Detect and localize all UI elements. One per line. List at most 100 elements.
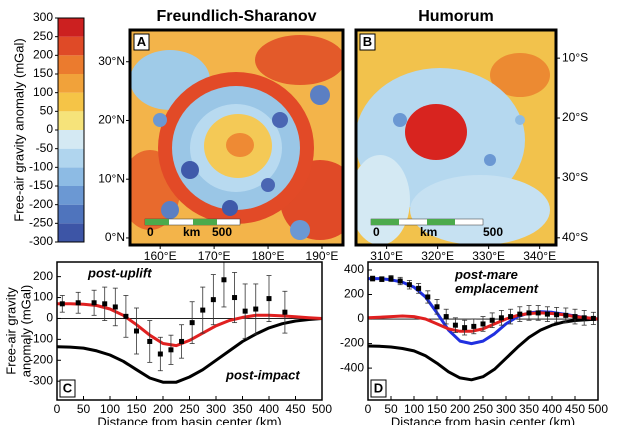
- data-point: [370, 276, 376, 282]
- series-label: post-mare emplacement: [454, 267, 539, 296]
- x-tick-label: 400: [542, 402, 562, 416]
- panel-label: C: [63, 380, 73, 395]
- data-point: [379, 276, 385, 282]
- color-bin: [58, 74, 84, 93]
- y-tick-label: -50: [36, 141, 54, 155]
- y-axis-label: Free-air gravity: [3, 287, 18, 375]
- data-point: [59, 301, 65, 307]
- panel-box: [133, 33, 150, 51]
- data-point: [406, 282, 412, 288]
- data-point: [590, 315, 596, 321]
- x-tick-label: 50: [384, 402, 398, 416]
- data-point: [443, 314, 449, 320]
- y-tick-label: 200: [33, 48, 53, 62]
- y-tick-label: 100: [33, 85, 53, 99]
- series-label: post-impact: [225, 367, 300, 382]
- panel-label: D: [374, 380, 383, 395]
- y-tick-label: 100: [33, 290, 53, 304]
- x-tick-label: 500: [588, 402, 608, 416]
- x-tick-label: 150: [427, 402, 447, 416]
- x-tick-label: 300: [496, 402, 516, 416]
- x-axis-label: Distance from basin center (km): [97, 414, 281, 425]
- panel-box: [370, 379, 387, 398]
- panel-label: A: [137, 34, 147, 49]
- color-bin: [58, 36, 84, 56]
- data-point: [75, 300, 81, 306]
- y-tick-label: -150: [29, 178, 53, 192]
- x-tick-label: 340°E: [523, 249, 556, 263]
- map-image-a: [130, 30, 343, 245]
- x-tick-label: 160°E: [144, 249, 177, 263]
- data-point: [397, 278, 403, 284]
- scale-label: 500: [483, 225, 503, 239]
- y-tick-label: -200: [29, 197, 53, 211]
- x-tick-label: 250: [179, 402, 199, 416]
- model-line: [57, 302, 322, 348]
- x-tick-label: 450: [565, 402, 585, 416]
- data-point: [489, 317, 495, 323]
- x-tick-label: 200: [450, 402, 470, 416]
- data-point: [221, 277, 227, 283]
- x-tick-label: 310°E: [370, 249, 403, 263]
- data-point: [563, 312, 569, 318]
- plot-area: [57, 262, 322, 384]
- plot-frame: [56, 261, 323, 401]
- data-point: [200, 307, 206, 313]
- y-tick-label: -200: [340, 336, 364, 350]
- y-tick-label: -200: [29, 352, 53, 366]
- map-title: Humorum: [418, 8, 494, 25]
- color-bin: [58, 223, 84, 242]
- x-tick-label: 50: [77, 402, 91, 416]
- map-frame: [354, 28, 558, 247]
- scale-label: km: [420, 225, 437, 239]
- y-tick-label: 150: [33, 66, 53, 80]
- data-point: [102, 301, 108, 307]
- y-tick-label: -100: [29, 160, 53, 174]
- data-point: [471, 323, 477, 329]
- x-tick-label: 100: [100, 402, 120, 416]
- panel-label: B: [363, 34, 372, 49]
- y-tick-label: -100: [29, 332, 53, 346]
- series-label: post-uplift: [87, 265, 152, 280]
- data-point: [535, 310, 541, 316]
- map-title: Freundlich-Sharanov: [156, 8, 316, 25]
- x-tick-label: 300: [206, 402, 226, 416]
- x-tick-label: 350: [232, 402, 252, 416]
- data-point: [388, 276, 394, 282]
- data-point: [266, 296, 272, 302]
- scale-bar: [144, 218, 484, 226]
- y-tick-label: 40°S: [562, 230, 588, 244]
- x-tick-label: 450: [285, 402, 305, 416]
- data-point: [480, 321, 486, 327]
- y-tick-label: 0: [357, 311, 364, 325]
- data-point: [210, 297, 216, 303]
- data-point: [526, 310, 532, 316]
- data-point: [253, 306, 259, 312]
- data-point: [147, 338, 153, 344]
- data-point: [434, 304, 440, 310]
- y-tick-label: -250: [29, 216, 53, 230]
- y-tick-label: 20°S: [562, 110, 588, 124]
- data-point: [452, 322, 458, 328]
- y-tick-label: -300: [29, 234, 53, 248]
- x-tick-label: 150: [126, 402, 146, 416]
- x-tick-label: 320°E: [421, 249, 454, 263]
- data-point: [232, 295, 238, 301]
- data-point: [282, 309, 288, 315]
- plot-frame: [367, 261, 599, 401]
- x-tick-label: 190°E: [306, 249, 339, 263]
- x-tick-label: 0: [54, 402, 61, 416]
- y-tick-label: 20°N: [98, 113, 125, 127]
- y-tick-label: 0°N: [105, 230, 125, 244]
- data-point: [168, 347, 174, 353]
- data-point: [157, 351, 163, 357]
- x-axis-label: Distance from basin center (km): [391, 414, 575, 425]
- x-tick-label: 400: [259, 402, 279, 416]
- data-point: [498, 315, 504, 321]
- data-point: [554, 312, 560, 318]
- y-tick-label: 30°N: [98, 54, 125, 68]
- color-bin: [58, 92, 84, 112]
- data-point: [517, 311, 523, 317]
- data-point: [572, 314, 578, 320]
- color-bin: [58, 18, 84, 37]
